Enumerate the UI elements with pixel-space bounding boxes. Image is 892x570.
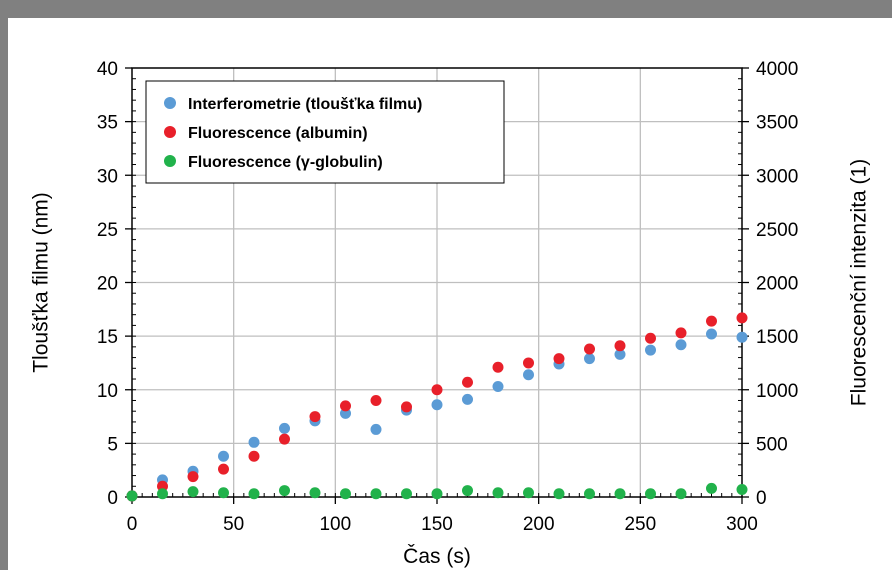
y2-tick-label: 3000 (756, 166, 798, 187)
data-point-series-1 (523, 369, 534, 381)
data-point-series-3 (279, 485, 290, 497)
data-point-series-1 (218, 450, 229, 462)
data-point-series-2 (187, 471, 199, 483)
legend-marker (164, 97, 176, 109)
data-point-series-3 (553, 488, 565, 500)
data-point-series-2 (248, 450, 260, 462)
data-point-series-3 (706, 482, 717, 494)
data-point-series-3 (248, 488, 260, 500)
data-point-series-2 (675, 327, 687, 339)
x-tick-label: 100 (319, 514, 351, 535)
data-points (126, 312, 748, 502)
legend-label: Fluorescence (γ-globulin) (188, 154, 383, 171)
legend: Interferometrie (tloušťka filmu) Fluoresc… (145, 80, 505, 184)
x-tick-label: 300 (726, 514, 758, 535)
y2-tick-label: 4000 (756, 59, 798, 80)
data-point-series-3 (157, 488, 168, 500)
data-point-series-1 (736, 331, 748, 343)
legend-box (145, 80, 505, 184)
data-point-series-2 (736, 312, 748, 324)
legend-label: Interferometrie (tloušťka filmu) (188, 96, 422, 113)
y2-tick-label: 1000 (756, 381, 798, 402)
x-tick-label: 250 (624, 514, 656, 535)
y2-tick-labels: 0 500 1000 1500 2000 2500 3000 3500 4000 (756, 59, 798, 509)
data-point-series-1 (279, 422, 290, 434)
y-tick-label: 0 (107, 488, 118, 509)
data-point-series-3 (431, 488, 443, 500)
data-point-series-3 (126, 490, 138, 502)
x-tick-labels: 0 50 100 150 200 250 300 (127, 514, 758, 535)
data-point-series-2 (645, 332, 656, 344)
data-point-series-3 (736, 483, 748, 495)
scatter-chart: 0 50 100 150 200 250 300 0 5 10 15 20 25 30 35 40 0 500… (30, 59, 871, 568)
data-point-series-1 (645, 344, 656, 356)
data-point-series-3 (187, 486, 199, 498)
data-point-series-1 (462, 393, 473, 405)
data-point-series-3 (370, 488, 382, 500)
data-point-series-1 (584, 353, 595, 365)
data-point-series-1 (248, 436, 260, 448)
data-point-series-3 (584, 488, 595, 500)
y2-tick-label: 2500 (756, 220, 798, 241)
data-point-series-2 (706, 315, 717, 327)
data-point-series-3 (675, 488, 687, 500)
y2-tick-label: 3500 (756, 113, 798, 134)
x-tick-label: 50 (223, 514, 244, 535)
data-point-series-2 (614, 340, 626, 352)
data-point-series-2 (279, 433, 290, 445)
data-point-series-1 (706, 328, 717, 340)
data-point-series-3 (340, 488, 351, 500)
y-tick-label: 5 (107, 434, 118, 455)
data-point-series-3 (523, 487, 534, 499)
x-tick-label: 150 (421, 514, 453, 535)
data-point-series-2 (401, 401, 412, 413)
x-tick-label: 200 (523, 514, 555, 535)
y-tick-labels: 0 5 10 15 20 25 30 35 40 (97, 59, 118, 509)
data-point-series-2 (492, 361, 504, 373)
data-point-series-2 (370, 394, 382, 406)
data-point-series-3 (401, 488, 412, 500)
data-point-series-2 (340, 400, 351, 412)
data-point-series-1 (431, 399, 443, 411)
y-tick-label: 30 (97, 166, 118, 187)
y2-tick-label: 2000 (756, 274, 798, 295)
y2-axis-label: Fluorescenční intenzita (1) (848, 159, 871, 406)
chart-frame: 0 50 100 150 200 250 300 0 5 10 15 20 25 30 35 40 0 500… (8, 8, 892, 570)
data-point-series-2 (553, 353, 565, 365)
y-tick-label: 25 (97, 220, 118, 241)
y-tick-label: 20 (97, 274, 118, 295)
data-point-series-3 (492, 487, 504, 499)
x-tick-label: 0 (127, 514, 138, 535)
y-tick-label: 10 (97, 381, 118, 402)
legend-label: Fluorescence (albumin) (188, 125, 368, 142)
y2-tick-label: 1500 (756, 327, 798, 348)
y2-tick-label: 0 (756, 488, 767, 509)
data-point-series-3 (309, 487, 321, 499)
legend-marker (164, 126, 176, 138)
y-axis-label: Tloušťka filmu (nm) (30, 192, 53, 373)
data-point-series-1 (614, 348, 626, 360)
y-tick-label: 15 (97, 327, 118, 348)
data-point-series-2 (584, 343, 595, 355)
data-point-series-3 (645, 488, 656, 500)
x-axis-label: Čas (s) (403, 545, 471, 568)
data-point-series-2 (431, 384, 443, 396)
data-point-series-1 (370, 423, 382, 435)
y-tick-label: 35 (97, 113, 118, 134)
y2-tick-label: 500 (756, 434, 788, 455)
data-point-series-2 (462, 376, 473, 388)
data-point-series-2 (523, 357, 534, 369)
data-point-series-2 (218, 463, 229, 475)
data-point-series-3 (462, 485, 473, 497)
y-tick-label: 40 (97, 59, 118, 80)
legend-marker (164, 155, 176, 167)
data-point-series-3 (218, 487, 229, 499)
data-point-series-1 (675, 339, 687, 351)
data-point-series-3 (614, 488, 626, 500)
data-point-series-1 (492, 381, 504, 393)
data-point-series-2 (309, 411, 321, 423)
